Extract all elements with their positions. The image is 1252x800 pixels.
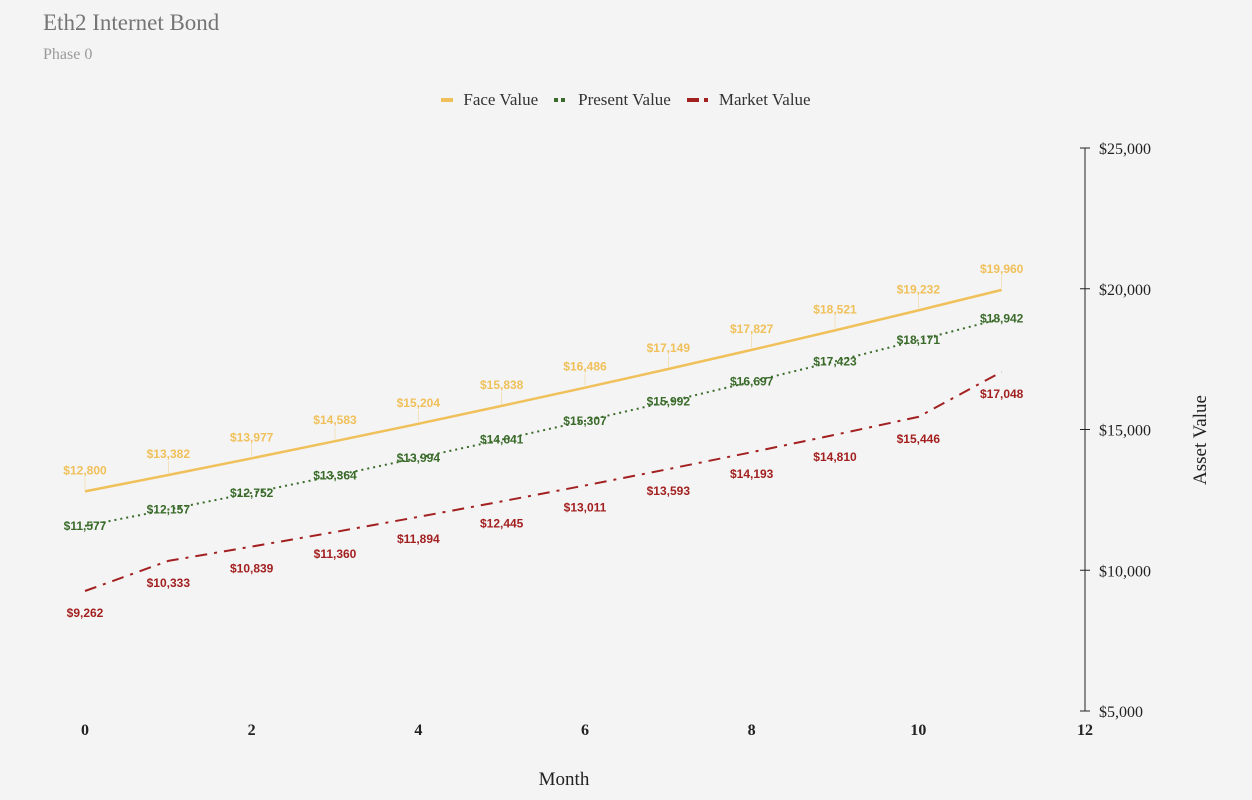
- data-label: $18,171: [897, 333, 941, 347]
- data-label: $18,521: [813, 302, 857, 316]
- data-label: $11,894: [397, 532, 440, 546]
- data-label: $13,364: [313, 469, 357, 483]
- x-tick-label: 0: [81, 722, 89, 739]
- data-label: $9,262: [67, 606, 104, 620]
- chart-title: Eth2 Internet Bond: [43, 10, 220, 35]
- data-label: $12,752: [230, 486, 274, 500]
- legend-swatch-dashdot-icon: [686, 98, 708, 102]
- x-tick-label: 12: [1077, 722, 1093, 739]
- x-tick-label: 4: [414, 722, 422, 739]
- y-tick-label: $25,000: [1099, 141, 1151, 158]
- series-line-face-value: [84, 288, 1002, 493]
- legend-swatch-dotted-icon: [554, 98, 566, 102]
- data-label: $11,577: [64, 519, 107, 533]
- x-tick-label: 10: [910, 722, 926, 739]
- y-tick-label: $5,000: [1099, 704, 1143, 721]
- data-label: $16,697: [730, 375, 774, 389]
- data-label: $19,960: [980, 262, 1024, 276]
- x-axis-title: Month: [539, 769, 590, 790]
- data-label: $13,977: [230, 430, 274, 444]
- data-label: $12,445: [480, 516, 524, 530]
- data-label: $14,583: [313, 413, 357, 427]
- data-label: $14,193: [730, 467, 774, 481]
- legend-label: Market Value: [718, 90, 811, 109]
- data-label: $12,800: [63, 463, 107, 477]
- data-label: $12,157: [147, 503, 191, 517]
- y-tick-label: $15,000: [1099, 423, 1151, 440]
- data-label: $15,992: [647, 395, 691, 409]
- data-label: $16,486: [563, 360, 607, 374]
- data-label: $13,011: [564, 500, 607, 514]
- legend-item-face-value[interactable]: Face Value: [441, 90, 538, 110]
- data-label: $18,942: [980, 312, 1024, 326]
- x-tick-label: 6: [581, 722, 589, 739]
- data-label: $15,446: [897, 432, 941, 446]
- data-label: $11,360: [314, 547, 357, 561]
- data-label: $14,641: [480, 433, 524, 447]
- series-line-present-value: [84, 317, 1002, 527]
- data-label: $17,048: [980, 387, 1024, 401]
- data-label: $10,333: [147, 576, 191, 590]
- data-label: $17,149: [647, 341, 691, 355]
- series-line-market-value: [84, 370, 1003, 592]
- data-label: $17,827: [730, 322, 774, 336]
- data-label: $17,423: [813, 354, 857, 368]
- legend-swatch-solid-icon: [441, 98, 454, 102]
- chart-subtitle: Phase 0: [43, 46, 93, 63]
- legend: Face Value Present Value Market Value: [0, 90, 1252, 110]
- y-tick-label: $20,000: [1099, 282, 1151, 299]
- legend-label: Face Value: [463, 90, 539, 109]
- data-label: $13,593: [647, 484, 691, 498]
- data-label: $14,810: [813, 450, 857, 464]
- data-label: $15,204: [397, 396, 441, 410]
- data-label: $15,307: [563, 414, 607, 428]
- data-label: $19,232: [897, 282, 941, 296]
- legend-item-market-value[interactable]: Market Value: [686, 90, 811, 110]
- legend-label: Present Value: [578, 90, 671, 109]
- legend-item-present-value[interactable]: Present Value: [554, 90, 671, 110]
- data-label: $10,839: [230, 562, 274, 576]
- y-axis-title: Asset Value: [1190, 395, 1211, 485]
- x-tick-label: 2: [248, 722, 256, 739]
- y-tick-label: $10,000: [1099, 563, 1151, 580]
- data-label: $15,838: [480, 378, 524, 392]
- data-label: $13,994: [397, 451, 441, 465]
- x-tick-label: 8: [748, 722, 756, 739]
- data-label: $13,382: [147, 447, 191, 461]
